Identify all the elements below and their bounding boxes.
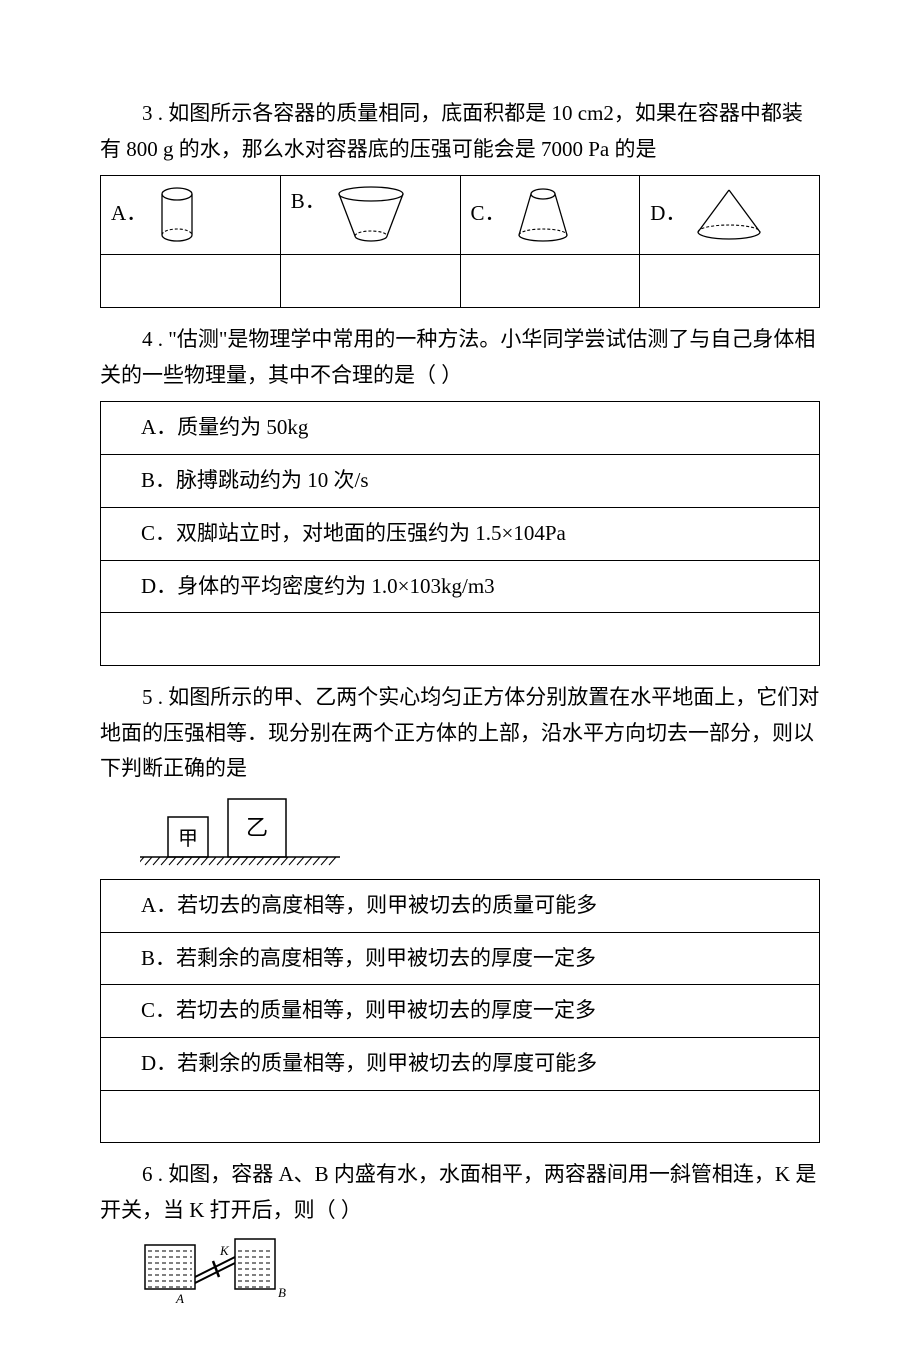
q4-text: 4 . "估测"是物理学中常用的一种方法。小华同学尝试估测了与自己身体相关的一些… <box>100 322 820 393</box>
frustum-up-icon <box>511 185 575 245</box>
q3-a-letter: A． <box>111 201 147 225</box>
q5-options-table: A．若切去的高度相等，则甲被切去的质量可能多 B．若剩余的高度相等，则甲被切去的… <box>100 879 820 1143</box>
q4-a-text: A．质量约为 50kg <box>141 415 308 439</box>
q3-options-table: A． B． C． D． <box>100 175 820 308</box>
q5-label-jia: 甲 <box>178 828 198 850</box>
q3-c-letter: C． <box>471 201 506 225</box>
q5-text-content: 5 . 如图所示的甲、乙两个实心均匀正方体分别放置在水平地面上，它们对地面的压强… <box>100 685 819 780</box>
q5-d-text: D．若剩余的质量相等，则甲被切去的厚度可能多 <box>141 1051 597 1075</box>
q3-blank-b <box>280 255 460 308</box>
q4-options-table: A．质量约为 50kg B．脉搏跳动约为 10 次/s C．双脚站立时，对地面的… <box>100 401 820 665</box>
q4-opt-c: C．双脚站立时，对地面的压强约为 1.5×104Pa <box>101 507 820 560</box>
q5-diagram: 甲 乙 <box>140 795 820 871</box>
q6-label-a: A <box>175 1291 184 1306</box>
q6-label-k: K <box>219 1243 230 1258</box>
q4-c-text: C．双脚站立时，对地面的压强约为 1.5×104Pa <box>141 521 566 545</box>
q5-text: 5 . 如图所示的甲、乙两个实心均匀正方体分别放置在水平地面上，它们对地面的压强… <box>100 680 820 787</box>
q6-diagram: K A B <box>140 1237 820 1307</box>
q5-a-text: A．若切去的高度相等，则甲被切去的质量可能多 <box>141 893 597 917</box>
cylinder-icon <box>152 185 202 245</box>
q5-blank <box>101 1090 820 1143</box>
q5-opt-d: D．若剩余的质量相等，则甲被切去的厚度可能多 <box>101 1038 820 1091</box>
q3-blank-c <box>460 255 640 308</box>
q5-c-text: C．若切去的质量相等，则甲被切去的厚度一定多 <box>141 998 596 1022</box>
q3-opt-b: B． <box>280 176 460 255</box>
q3-d-letter: D． <box>650 201 686 225</box>
q6-text: 6 . 如图，容器 A、B 内盛有水，水面相平，两容器间用一斜管相连，K 是开关… <box>100 1157 820 1228</box>
connected-vessels-icon: K A B <box>140 1237 290 1307</box>
q4-blank <box>101 613 820 666</box>
q4-d-text: D．身体的平均密度约为 1.0×103kg/m3 <box>141 574 495 598</box>
q4-opt-b: B．脉搏跳动约为 10 次/s <box>101 455 820 508</box>
q4-text-content: 4 . "估测"是物理学中常用的一种方法。小华同学尝试估测了与自己身体相关的一些… <box>100 327 815 387</box>
q5-label-yi: 乙 <box>246 815 268 840</box>
q3-blank-d <box>640 255 820 308</box>
q3-b-letter: B． <box>291 189 326 213</box>
q6-label-b: B <box>278 1285 286 1300</box>
q5-b-text: B．若剩余的高度相等，则甲被切去的厚度一定多 <box>141 946 596 970</box>
q3-opt-a: A． <box>101 176 281 255</box>
q5-opt-b: B．若剩余的高度相等，则甲被切去的厚度一定多 <box>101 932 820 985</box>
two-cubes-icon: 甲 乙 <box>140 795 340 871</box>
q5-opt-c: C．若切去的质量相等，则甲被切去的厚度一定多 <box>101 985 820 1038</box>
q3-text: 3 . 如图所示各容器的质量相同，底面积都是 10 cm2，如果在容器中都装有 … <box>100 96 820 167</box>
q3-blank-a <box>101 255 281 308</box>
q4-b-text: B．脉搏跳动约为 10 次/s <box>141 468 369 492</box>
q5-opt-a: A．若切去的高度相等，则甲被切去的质量可能多 <box>101 879 820 932</box>
cone-icon <box>692 186 766 244</box>
q6-text-content: 6 . 如图，容器 A、B 内盛有水，水面相平，两容器间用一斜管相连，K 是开关… <box>100 1162 816 1222</box>
frustum-down-icon <box>331 184 411 246</box>
q4-opt-d: D．身体的平均密度约为 1.0×103kg/m3 <box>101 560 820 613</box>
q4-opt-a: A．质量约为 50kg <box>101 402 820 455</box>
q3-opt-c: C． <box>460 176 640 255</box>
q3-text-content: 3 . 如图所示各容器的质量相同，底面积都是 10 cm2，如果在容器中都装有 … <box>100 101 803 161</box>
q3-opt-d: D． <box>640 176 820 255</box>
